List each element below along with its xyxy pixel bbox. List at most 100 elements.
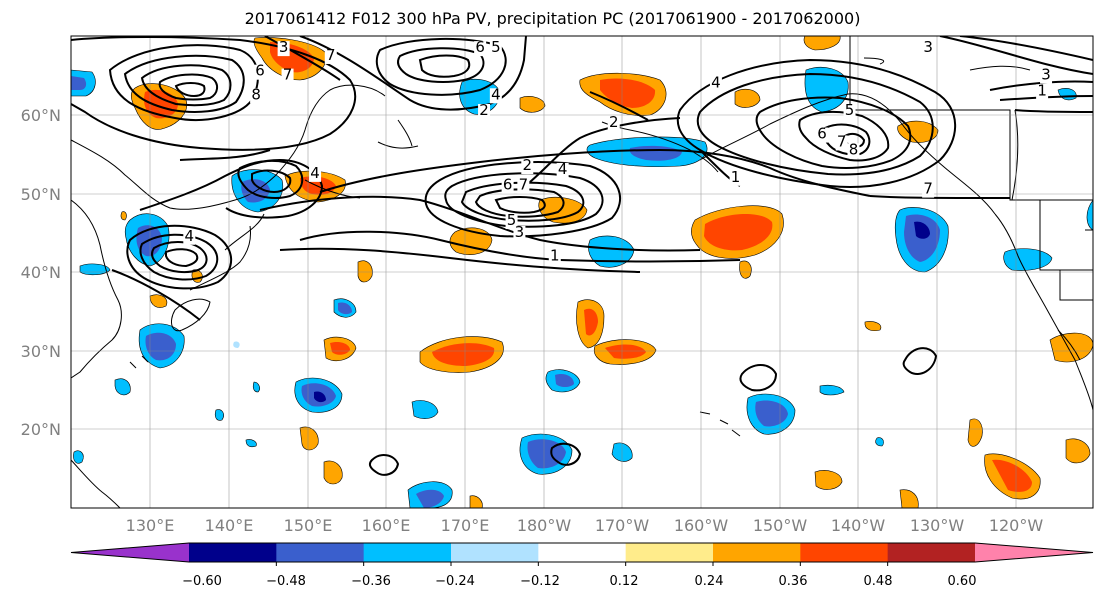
colorbar-segment (713, 543, 801, 562)
contour-label-bg (254, 64, 267, 80)
colorbar-min-arrow (71, 543, 189, 562)
colorbar-label: −0.36 (351, 574, 391, 589)
contour-label-bg (607, 115, 620, 131)
contour-label: 3 (923, 38, 933, 56)
contour-label-bg (513, 225, 526, 241)
lat-label: 50°N (21, 185, 61, 204)
colorbar-segment (189, 543, 277, 562)
lon-label: 120°W (989, 516, 1044, 535)
lon-label: 180°W (517, 516, 572, 535)
contour-label-bg (281, 68, 294, 84)
contour-label: 2 (479, 101, 489, 119)
contour-label: 4 (558, 160, 568, 178)
lon-label: 140°E (205, 516, 254, 535)
lon-label: 170°W (595, 516, 650, 535)
contour-label: 3 (515, 223, 525, 241)
colorbar-segment (363, 543, 452, 562)
contour-label-bg (548, 249, 561, 265)
contour-label: 3 (279, 38, 289, 56)
contour-label-bg (835, 135, 848, 151)
colorbar-label: 0.48 (864, 574, 893, 589)
lon-label: 160°W (674, 516, 729, 535)
pv-contours (71, 36, 1093, 476)
contour-label: 7 (923, 180, 933, 198)
colorbar-segment (800, 543, 889, 562)
lon-label: 160°E (362, 516, 411, 535)
colorbar-segment (887, 543, 976, 562)
contour-label-bg (250, 88, 263, 104)
colorbar-label: 0.24 (695, 574, 724, 589)
lon-label: 130°E (126, 516, 175, 535)
contour-label: 4 (491, 85, 501, 103)
colorbar-label: 0.60 (948, 574, 977, 589)
contour-label-bg (309, 166, 322, 182)
contour-label-bg (847, 143, 860, 159)
colorbar-segment (276, 543, 365, 562)
contour-label-bg (709, 76, 722, 92)
colorbar: −0.60 −0.48 −0.36 −0.24 −0.12 0.12 0.24 … (70, 542, 1094, 589)
colorbar-label: −0.60 (182, 574, 222, 589)
map-frame (70, 35, 1094, 509)
contour-label-bg (505, 214, 518, 230)
lon-label: 130°W (910, 516, 965, 535)
contour-label: 4 (310, 164, 320, 182)
lat-label: 30°N (21, 342, 61, 361)
contour-label: 8 (251, 85, 261, 103)
lon-label: 170°E (441, 516, 490, 535)
contour-label: 3 (1041, 66, 1051, 84)
gridlines (71, 36, 1093, 508)
lon-label: 150°E (284, 516, 333, 535)
contour-label-bg (501, 178, 514, 194)
contour-label-bg (1036, 84, 1049, 100)
lat-label: 60°N (21, 106, 61, 125)
colorbar-label: 0.36 (779, 574, 808, 589)
contour-label: 1 (550, 246, 560, 264)
contour-label: 5 (845, 101, 855, 119)
colorbar-label: −0.24 (435, 574, 475, 589)
contour-label: 2 (609, 113, 619, 131)
lon-label: 150°W (753, 516, 808, 535)
colorbar-segment (625, 543, 714, 562)
contour-label-bg (922, 182, 935, 198)
contour-label-bg (489, 41, 502, 57)
lon-label: 140°W (831, 516, 886, 535)
contour-label-bg (489, 88, 502, 104)
contour-label: 7 (326, 46, 336, 64)
contour-label-bg (922, 41, 935, 57)
contour-label-bg (474, 41, 487, 57)
contour-label: 2 (523, 156, 533, 174)
contour-label-bg (729, 170, 742, 186)
lat-label: 20°N (21, 420, 61, 439)
contour-label: 5 (491, 38, 501, 56)
colorbar-segment (451, 543, 539, 562)
contour-label-bg (521, 159, 534, 175)
colorbar-label: −0.12 (520, 574, 560, 589)
colorbar-outline (70, 542, 1094, 563)
colorbar-label: 0.12 (610, 574, 639, 589)
contour-label-bg (1040, 68, 1053, 84)
contour-label-bg (816, 127, 829, 143)
contour-label-bg (517, 178, 530, 194)
contour-label: 6 (817, 125, 827, 143)
contour-label: 1 (731, 168, 741, 186)
longitude-labels: 130°E 140°E 150°E 160°E 170°E 180°W 170°… (126, 516, 1044, 535)
contour-label: 4 (711, 73, 721, 91)
contour-label: 7 (837, 132, 847, 150)
contour-label: 8 (849, 140, 859, 158)
contour-label-bg (843, 104, 856, 119)
map-title: 2017061412 F012 300 hPa PV, precipitatio… (244, 9, 861, 28)
contour-label-bg (556, 162, 569, 178)
contour-label: 7 (283, 66, 293, 84)
contour-label: 6 (475, 38, 485, 56)
contour-label: 4 (185, 227, 195, 245)
lat-label: 40°N (21, 263, 61, 282)
colorbar-label: −0.48 (266, 574, 306, 589)
contour-label: 6 (255, 62, 265, 80)
contour-label-bg (324, 48, 337, 64)
colorbar-segments (70, 542, 1094, 563)
colorbar-ticks (275, 562, 889, 566)
contour-label-bg (277, 41, 290, 57)
contour-label: 5 (507, 211, 517, 229)
